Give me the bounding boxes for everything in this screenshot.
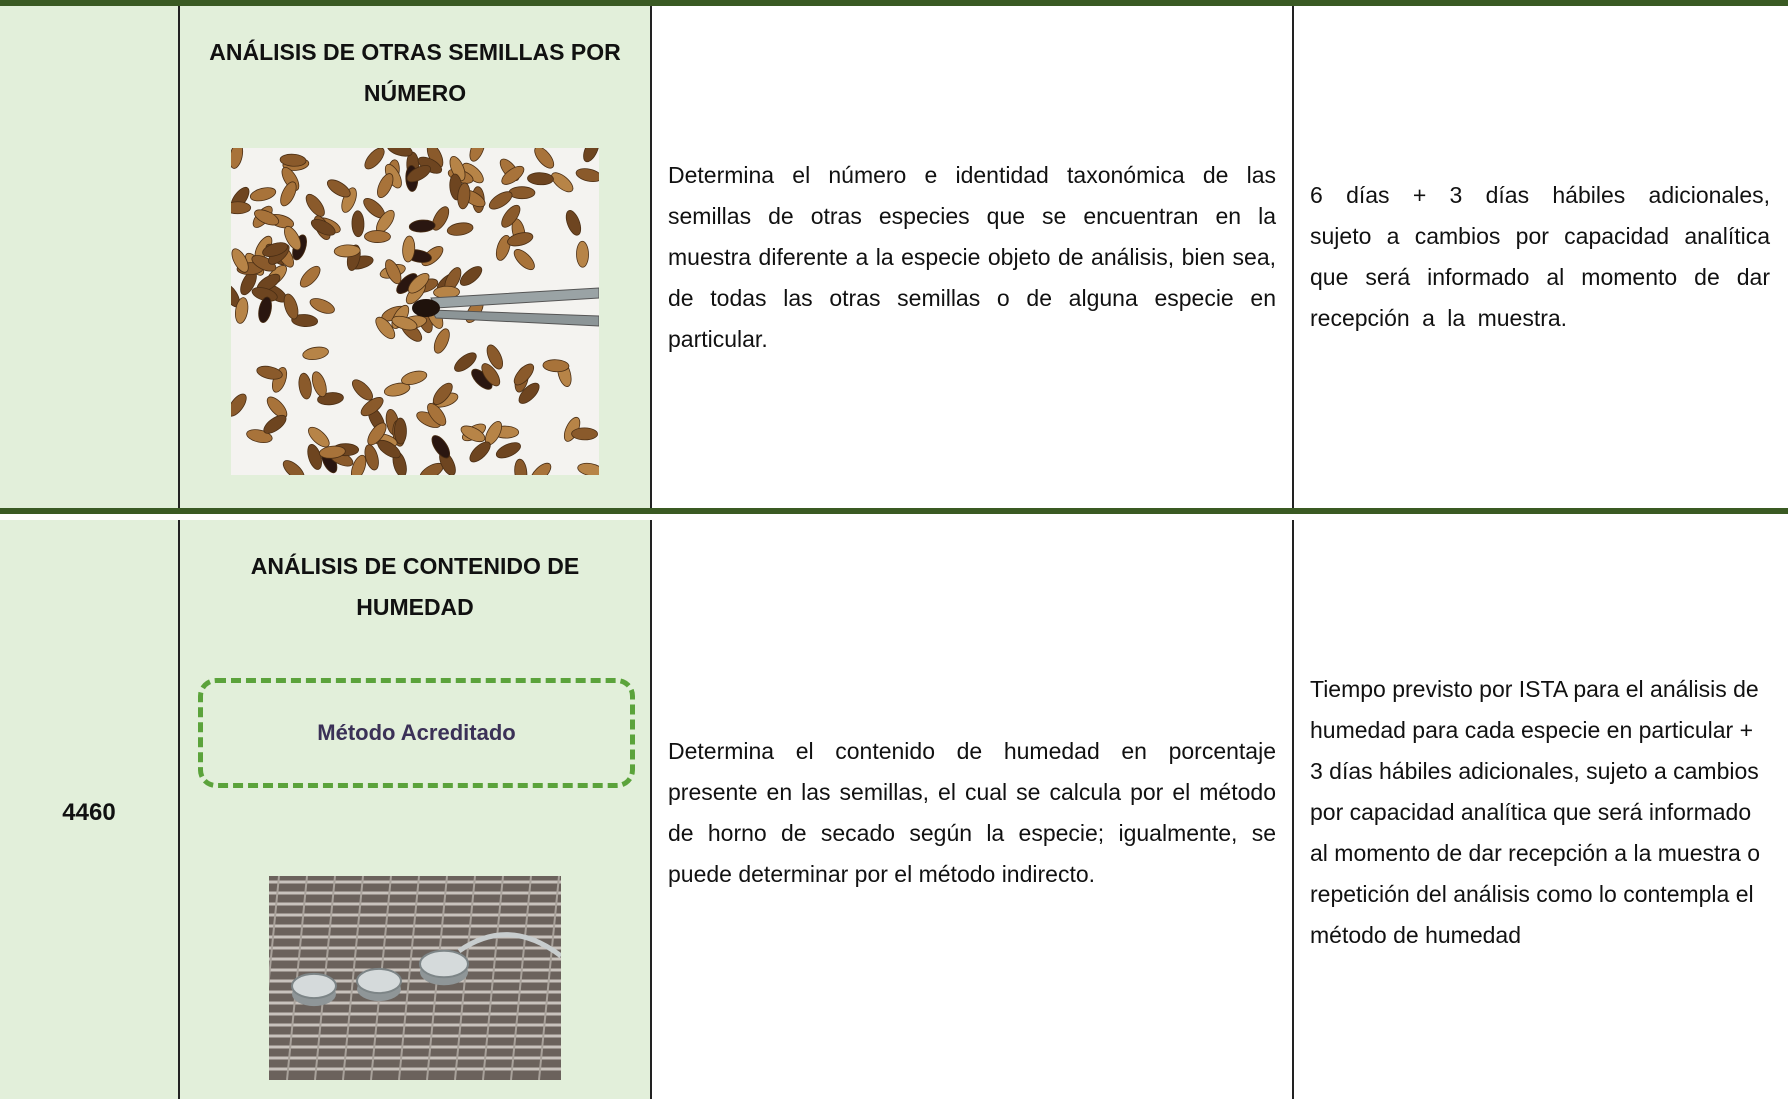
description-cell: Determina el número e identidad taxonómi… (652, 6, 1294, 508)
oven-photo (269, 876, 561, 1080)
name-cell: ANÁLISIS DE CONTENIDO DE HUMEDAD Método … (180, 520, 652, 1099)
description-cell: Determina el contenido de humedad en por… (652, 520, 1294, 1099)
description: Determina el número e identidad taxonómi… (668, 161, 1276, 352)
table-row: 4460 ANÁLISIS DE CONTENIDO DE HUMEDAD Mé… (0, 520, 1788, 1099)
service-title: ANÁLISIS DE OTRAS SEMILLAS POR NÚMERO (209, 39, 621, 106)
badge-text: Método Acreditado (317, 720, 516, 745)
time-cell: 6 días + 3 días hábiles adicionales, suj… (1294, 6, 1788, 508)
code-cell (0, 6, 180, 508)
time-cell: Tiempo previsto por ISTA para el análisi… (1294, 520, 1788, 1099)
service-code: 4460 (62, 798, 116, 826)
service-title: ANÁLISIS DE CONTENIDO DE HUMEDAD (250, 553, 580, 620)
seed-photo (231, 148, 599, 475)
accreditation-badge: Método Acreditado (198, 678, 635, 788)
time-text: 6 días + 3 días hábiles adicionales, suj… (1310, 182, 1770, 331)
name-cell: ANÁLISIS DE OTRAS SEMILLAS POR NÚMERO (180, 6, 652, 508)
description: Determina el contenido de humedad en por… (668, 737, 1276, 887)
code-cell: 4460 (0, 520, 180, 1099)
table-row: ANÁLISIS DE OTRAS SEMILLAS POR NÚMERO De… (0, 6, 1788, 514)
time-text: Tiempo previsto por ISTA para el análisi… (1310, 676, 1761, 948)
